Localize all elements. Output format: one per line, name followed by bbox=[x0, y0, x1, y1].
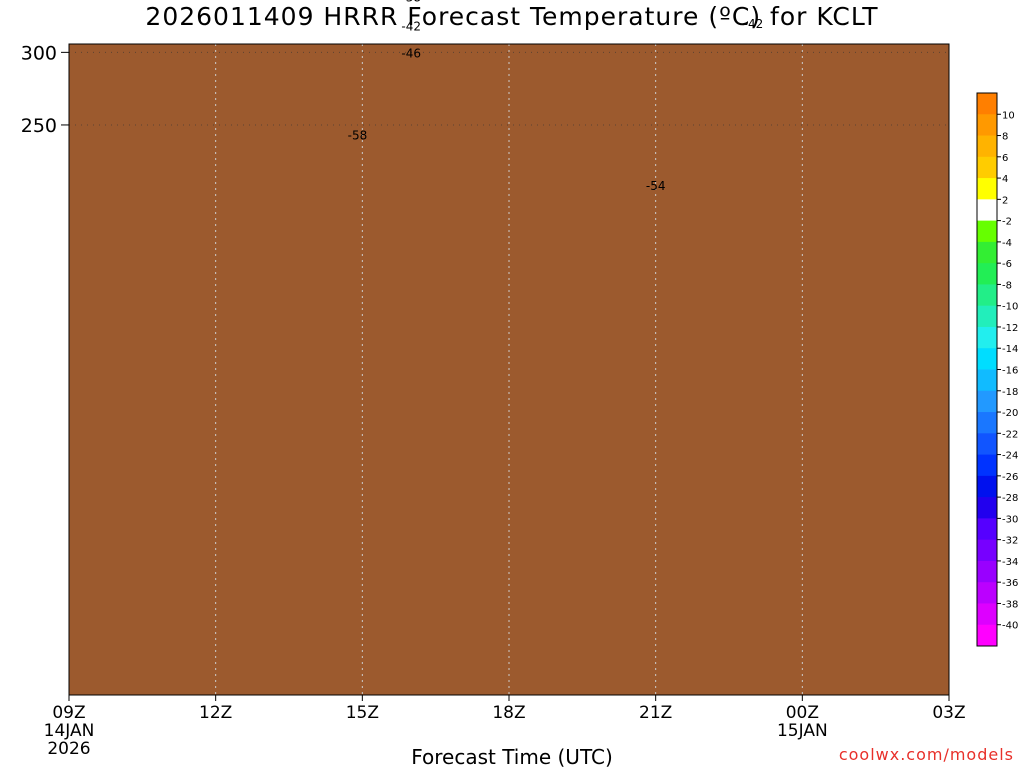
colorbar-label: -18 bbox=[1002, 387, 1018, 398]
colorbar-label: -34 bbox=[1002, 557, 1018, 568]
colorbar-swatch bbox=[977, 370, 997, 392]
colorbar-label: -40 bbox=[1002, 621, 1018, 632]
colorbar-label: -32 bbox=[1002, 536, 1018, 547]
colorbar-swatch bbox=[977, 433, 997, 455]
colorbar-label: -36 bbox=[1002, 578, 1018, 589]
x-tick-sublabel: 14JAN bbox=[44, 721, 95, 741]
colorbar-label: -16 bbox=[1002, 366, 1018, 377]
colorbar-label: -24 bbox=[1002, 451, 1018, 462]
colorbar-swatch bbox=[977, 306, 997, 328]
colorbar: 10 8 6 4 2 -2 -4 -6 -8 -10 -12 -14 -16 -18 -20 -22 -24 -2… bbox=[977, 93, 1018, 646]
contour-label: -58 bbox=[348, 129, 368, 143]
colorbar-swatch bbox=[977, 157, 997, 179]
colorbar-label: -22 bbox=[1002, 429, 1018, 440]
colorbar-swatch bbox=[977, 93, 997, 115]
colorbar-label: 2 bbox=[1002, 195, 1008, 206]
colorbar-swatch bbox=[977, 476, 997, 498]
colorbar-swatch bbox=[977, 136, 997, 158]
colorbar-swatch bbox=[977, 327, 997, 349]
colorbar-swatch bbox=[977, 540, 997, 562]
colorbar-label: -28 bbox=[1002, 493, 1018, 504]
colorbar-label: -20 bbox=[1002, 408, 1018, 419]
x-tick-label: 00Z bbox=[786, 703, 819, 723]
credit-link[interactable]: coolwx.com/models bbox=[839, 745, 1014, 764]
colorbar-swatch bbox=[977, 348, 997, 370]
y-axis: 2503003504004505005506006507007508008509… bbox=[9, 0, 69, 137]
colorbar-swatch bbox=[977, 114, 997, 136]
colorbar-swatch bbox=[977, 284, 997, 306]
colorbar-label: 10 bbox=[1002, 110, 1015, 121]
x-tick-label: 12Z bbox=[199, 703, 232, 723]
contour-label: -38 bbox=[401, 0, 421, 5]
colorbar-swatch bbox=[977, 199, 997, 221]
colorbar-label: 4 bbox=[1002, 174, 1008, 185]
colorbar-label: -38 bbox=[1002, 599, 1018, 610]
colorbar-swatch bbox=[977, 391, 997, 413]
colorbar-swatch bbox=[977, 263, 997, 285]
contour-label: -54 bbox=[646, 179, 666, 193]
colorbar-swatch bbox=[977, 178, 997, 200]
colorbar-label: -14 bbox=[1002, 344, 1018, 355]
colorbar-swatch bbox=[977, 497, 997, 519]
colorbar-swatch bbox=[977, 221, 997, 243]
colorbar-label: 8 bbox=[1002, 132, 1008, 143]
x-tick-label: 03Z bbox=[932, 703, 965, 723]
colorbar-swatch bbox=[977, 518, 997, 540]
x-tick-label: 15Z bbox=[346, 703, 379, 723]
colorbar-swatch bbox=[977, 603, 997, 625]
colorbar-swatch bbox=[977, 582, 997, 604]
colorbar-label: -30 bbox=[1002, 514, 1018, 525]
contour-label: -42 bbox=[744, 17, 764, 31]
colorbar-swatch bbox=[977, 561, 997, 583]
colorbar-swatch bbox=[977, 412, 997, 434]
colorbar-label: -4 bbox=[1002, 238, 1012, 249]
contour-label: -46 bbox=[401, 46, 421, 60]
y-tick-label: 350 bbox=[21, 0, 57, 3]
x-tick-label: 21Z bbox=[639, 703, 672, 723]
x-tick-sublabel: 15JAN bbox=[777, 721, 828, 741]
colorbar-swatch bbox=[977, 625, 997, 647]
colorbar-label: 6 bbox=[1002, 153, 1008, 164]
colorbar-label: -2 bbox=[1002, 217, 1012, 228]
colorbar-label: -26 bbox=[1002, 472, 1018, 483]
colorbar-swatch bbox=[977, 455, 997, 477]
x-tick-label: 18Z bbox=[492, 703, 525, 723]
colorbar-swatch bbox=[977, 242, 997, 264]
colorbar-label: -12 bbox=[1002, 323, 1018, 334]
x-tick-label: 09Z bbox=[52, 703, 85, 723]
colorbar-label: -8 bbox=[1002, 280, 1012, 291]
y-tick-label: 300 bbox=[21, 42, 57, 64]
y-tick-label: 250 bbox=[21, 115, 57, 137]
colorbar-label: -6 bbox=[1002, 259, 1012, 270]
colorbar-label: -10 bbox=[1002, 302, 1018, 313]
contour-label: -42 bbox=[401, 19, 421, 33]
